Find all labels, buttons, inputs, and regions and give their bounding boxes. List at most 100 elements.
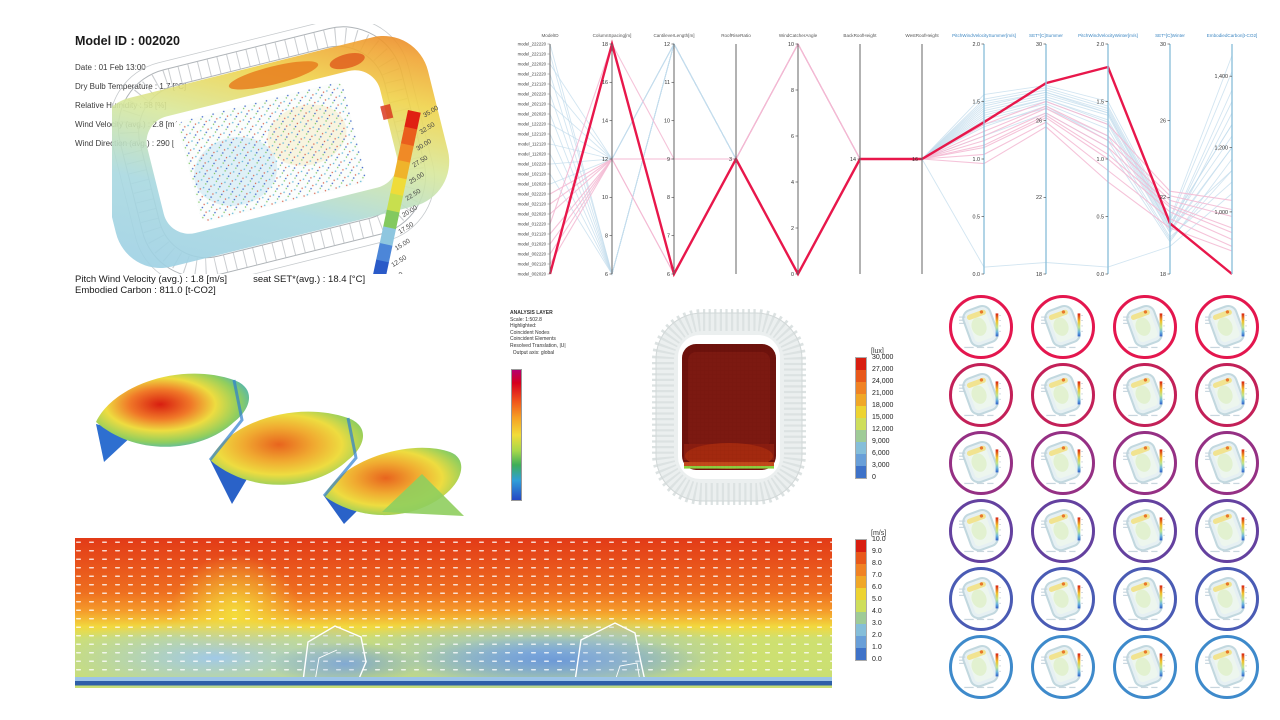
cfd-overlay-svg [75, 538, 832, 686]
parcoords-model-label[interactable]: model_202020 [518, 112, 547, 117]
temperature-tick-label: 15.00 [394, 238, 412, 253]
parcoords-tick-label: 2.0 [1097, 42, 1105, 48]
colorbar-tick-label: 9.0 [872, 548, 882, 555]
analysis-layer-block: ANALYSIS LAYER Scale: 1:502.8 Highlighted:… [510, 310, 630, 356]
parcoords-tick-label: 16 [912, 157, 918, 163]
design-option-thumbnail-r3c3[interactable] [1113, 431, 1177, 495]
parcoords-axis-label: SET*[C]Winter [1155, 33, 1185, 38]
design-option-thumbnail-r6c2[interactable] [1031, 635, 1095, 699]
colorbar-tick-label: 6,000 [872, 450, 890, 457]
kpi-item: Pitch Wind Velocity (avg.) : 1.8 [m/s] [75, 274, 228, 285]
parcoords-model-label[interactable]: model_202220 [518, 92, 547, 97]
design-option-thumbnail-r2c4[interactable] [1195, 363, 1259, 427]
parcoords-tick-label: 0 [791, 272, 794, 278]
parallel-coordinates-panel[interactable]: ModelID ColumnSpacing[m] 18 16 14 12 10 8 6 Canti… [502, 28, 1278, 286]
design-option-thumbnail-r5c3[interactable] [1113, 567, 1177, 631]
parcoords-model-label[interactable]: model_122120 [518, 132, 547, 137]
design-option-thumbnail-r1c1[interactable] [949, 295, 1013, 359]
design-option-thumbnail-r4c3[interactable] [1113, 499, 1177, 563]
parcoords-tick-label: 1.0 [973, 157, 981, 163]
parcoords-model-label[interactable]: model_022120 [518, 202, 547, 207]
temperature-tick-label: 12.50 [390, 254, 408, 269]
design-option-thumbnail-r5c2[interactable] [1031, 567, 1095, 631]
parcoords-model-label[interactable]: model_112120 [518, 142, 547, 147]
parcoords-model-label[interactable]: model_002120 [518, 262, 547, 267]
parcoords-model-label[interactable]: model_012220 [518, 222, 547, 227]
parcoords-model-label[interactable]: model_212120 [518, 82, 547, 87]
parcoords-tick-label: 8 [605, 234, 608, 240]
parcoords-model-label[interactable]: model_222220 [518, 42, 547, 47]
parcoords-model-label[interactable]: model_102020 [518, 182, 547, 187]
parcoords-tick-label: 18 [602, 42, 608, 48]
design-option-thumbnail-r5c1[interactable] [949, 567, 1013, 631]
design-option-thumbnail-r6c4[interactable] [1195, 635, 1259, 699]
parcoords-axis-label: ColumnSpacing[m] [593, 33, 632, 38]
parcoords-tick-label: 9 [667, 157, 670, 163]
parcoords-model-label[interactable]: model_122220 [518, 122, 547, 127]
parcoords-model-label[interactable]: model_102220 [518, 162, 547, 167]
mini-stadium-svg [959, 644, 1001, 689]
parcoords-model-label[interactable]: model_002220 [518, 252, 547, 257]
parcoords-tick-label: 8 [791, 88, 794, 94]
analysis-line: Output axis: global [510, 349, 555, 356]
parcoords-tick-label: 2.0 [973, 42, 981, 48]
parcoords-tick-label: 1.5 [1097, 99, 1105, 105]
parcoords-model-label[interactable]: model_222120 [518, 52, 547, 57]
design-option-thumbnail-r1c3[interactable] [1113, 295, 1177, 359]
design-option-thumbnail-r2c2[interactable] [1031, 363, 1095, 427]
design-option-thumbnail-r4c2[interactable] [1031, 499, 1095, 563]
kpi-item: seat SET*(avg.) : 18.4 [°C] [253, 274, 366, 285]
parcoords-model-label[interactable]: model_002020 [518, 272, 547, 277]
parcoords-model-label[interactable]: model_012120 [518, 232, 547, 237]
colorbar-tick-label: 2.0 [872, 632, 882, 639]
colorbar-tick-label: 3,000 [872, 462, 890, 469]
mini-stadium-svg [1041, 644, 1083, 689]
parcoords-model-label[interactable]: model_202120 [518, 102, 547, 107]
design-option-thumbnail-r5c4[interactable] [1195, 567, 1259, 631]
stadium-3d-view: 35.00 32.50 30.00 27.50 25.00 22.50 20.00 17.50… [94, 17, 484, 287]
velocity-colorbar: [m/s] 10.0 9.0 8.0 7.0 6.0 5.0 4.0 3.0 2.0 1.0 0.0 [855, 530, 886, 663]
parcoords-axis-label: CantileverLength[m] [653, 33, 694, 38]
mini-stadium-svg [959, 576, 1001, 621]
design-option-thumbnail-r6c3[interactable] [1113, 635, 1177, 699]
parcoords-tick-label: 7 [667, 234, 670, 240]
colorbar-tick-label: 10.0 [872, 536, 886, 543]
design-option-thumbnail-r4c4[interactable] [1195, 499, 1259, 563]
parallel-coordinates-svg[interactable]: ModelID ColumnSpacing[m] 18 16 14 12 10 8 6 Canti… [502, 28, 1278, 286]
parcoords-tick-label: 30 [1160, 42, 1166, 48]
design-option-thumbnail-r3c1[interactable] [949, 431, 1013, 495]
colorbar-tick-label: 7.0 [872, 572, 882, 579]
mini-stadium-svg [1205, 372, 1247, 417]
colorbar-tick-label: 8.0 [872, 560, 882, 567]
mini-stadium-svg [959, 440, 1001, 485]
parcoords-line [549, 43, 1233, 229]
analysis-colorbar [511, 369, 522, 501]
design-option-thumbnail-r3c2[interactable] [1031, 431, 1095, 495]
parcoords-model-label[interactable]: model_022020 [518, 212, 547, 217]
parcoords-model-label[interactable]: model_012020 [518, 242, 547, 247]
design-option-thumbnail-r2c1[interactable] [949, 363, 1013, 427]
parcoords-model-label[interactable]: model_102120 [518, 172, 547, 177]
colorbar-tick-label: 3.0 [872, 620, 882, 627]
parcoords-model-label[interactable]: model_112020 [518, 152, 547, 157]
colorbar-tick-label: 9,000 [872, 438, 890, 445]
ground-line [75, 681, 832, 686]
parcoords-axis-label: RoofRiseRatio [721, 33, 751, 38]
parcoords-model-label[interactable]: model_222020 [518, 62, 547, 67]
lux-colorbar: [lux] 30,000 27,000 24,000 21,000 18,000 15,00… [855, 348, 893, 481]
parcoords-line [549, 42, 1233, 229]
parcoords-model-label[interactable]: model_022220 [518, 192, 547, 197]
design-option-thumbnail-r3c4[interactable] [1195, 431, 1259, 495]
design-option-thumbnail-r2c3[interactable] [1113, 363, 1177, 427]
parcoords-model-label[interactable]: model_212220 [518, 72, 547, 77]
design-option-thumbnail-r1c4[interactable] [1195, 295, 1259, 359]
parcoords-axis-label: BackRoofHeight [843, 33, 877, 38]
design-option-thumbnail-r4c1[interactable] [949, 499, 1013, 563]
parcoords-axis-label: SET*[C]Summer [1029, 33, 1063, 38]
design-option-thumbnail-r6c1[interactable] [949, 635, 1013, 699]
parcoords-axis-label: PitchWindVelocityWinter[m/s] [1078, 33, 1138, 38]
parcoords-tick-label: 22 [1036, 195, 1042, 201]
colorbar-tick-label: 21,000 [872, 390, 894, 397]
colorbar-tick-label: 30,000 [872, 354, 894, 361]
design-option-thumbnail-r1c2[interactable] [1031, 295, 1095, 359]
